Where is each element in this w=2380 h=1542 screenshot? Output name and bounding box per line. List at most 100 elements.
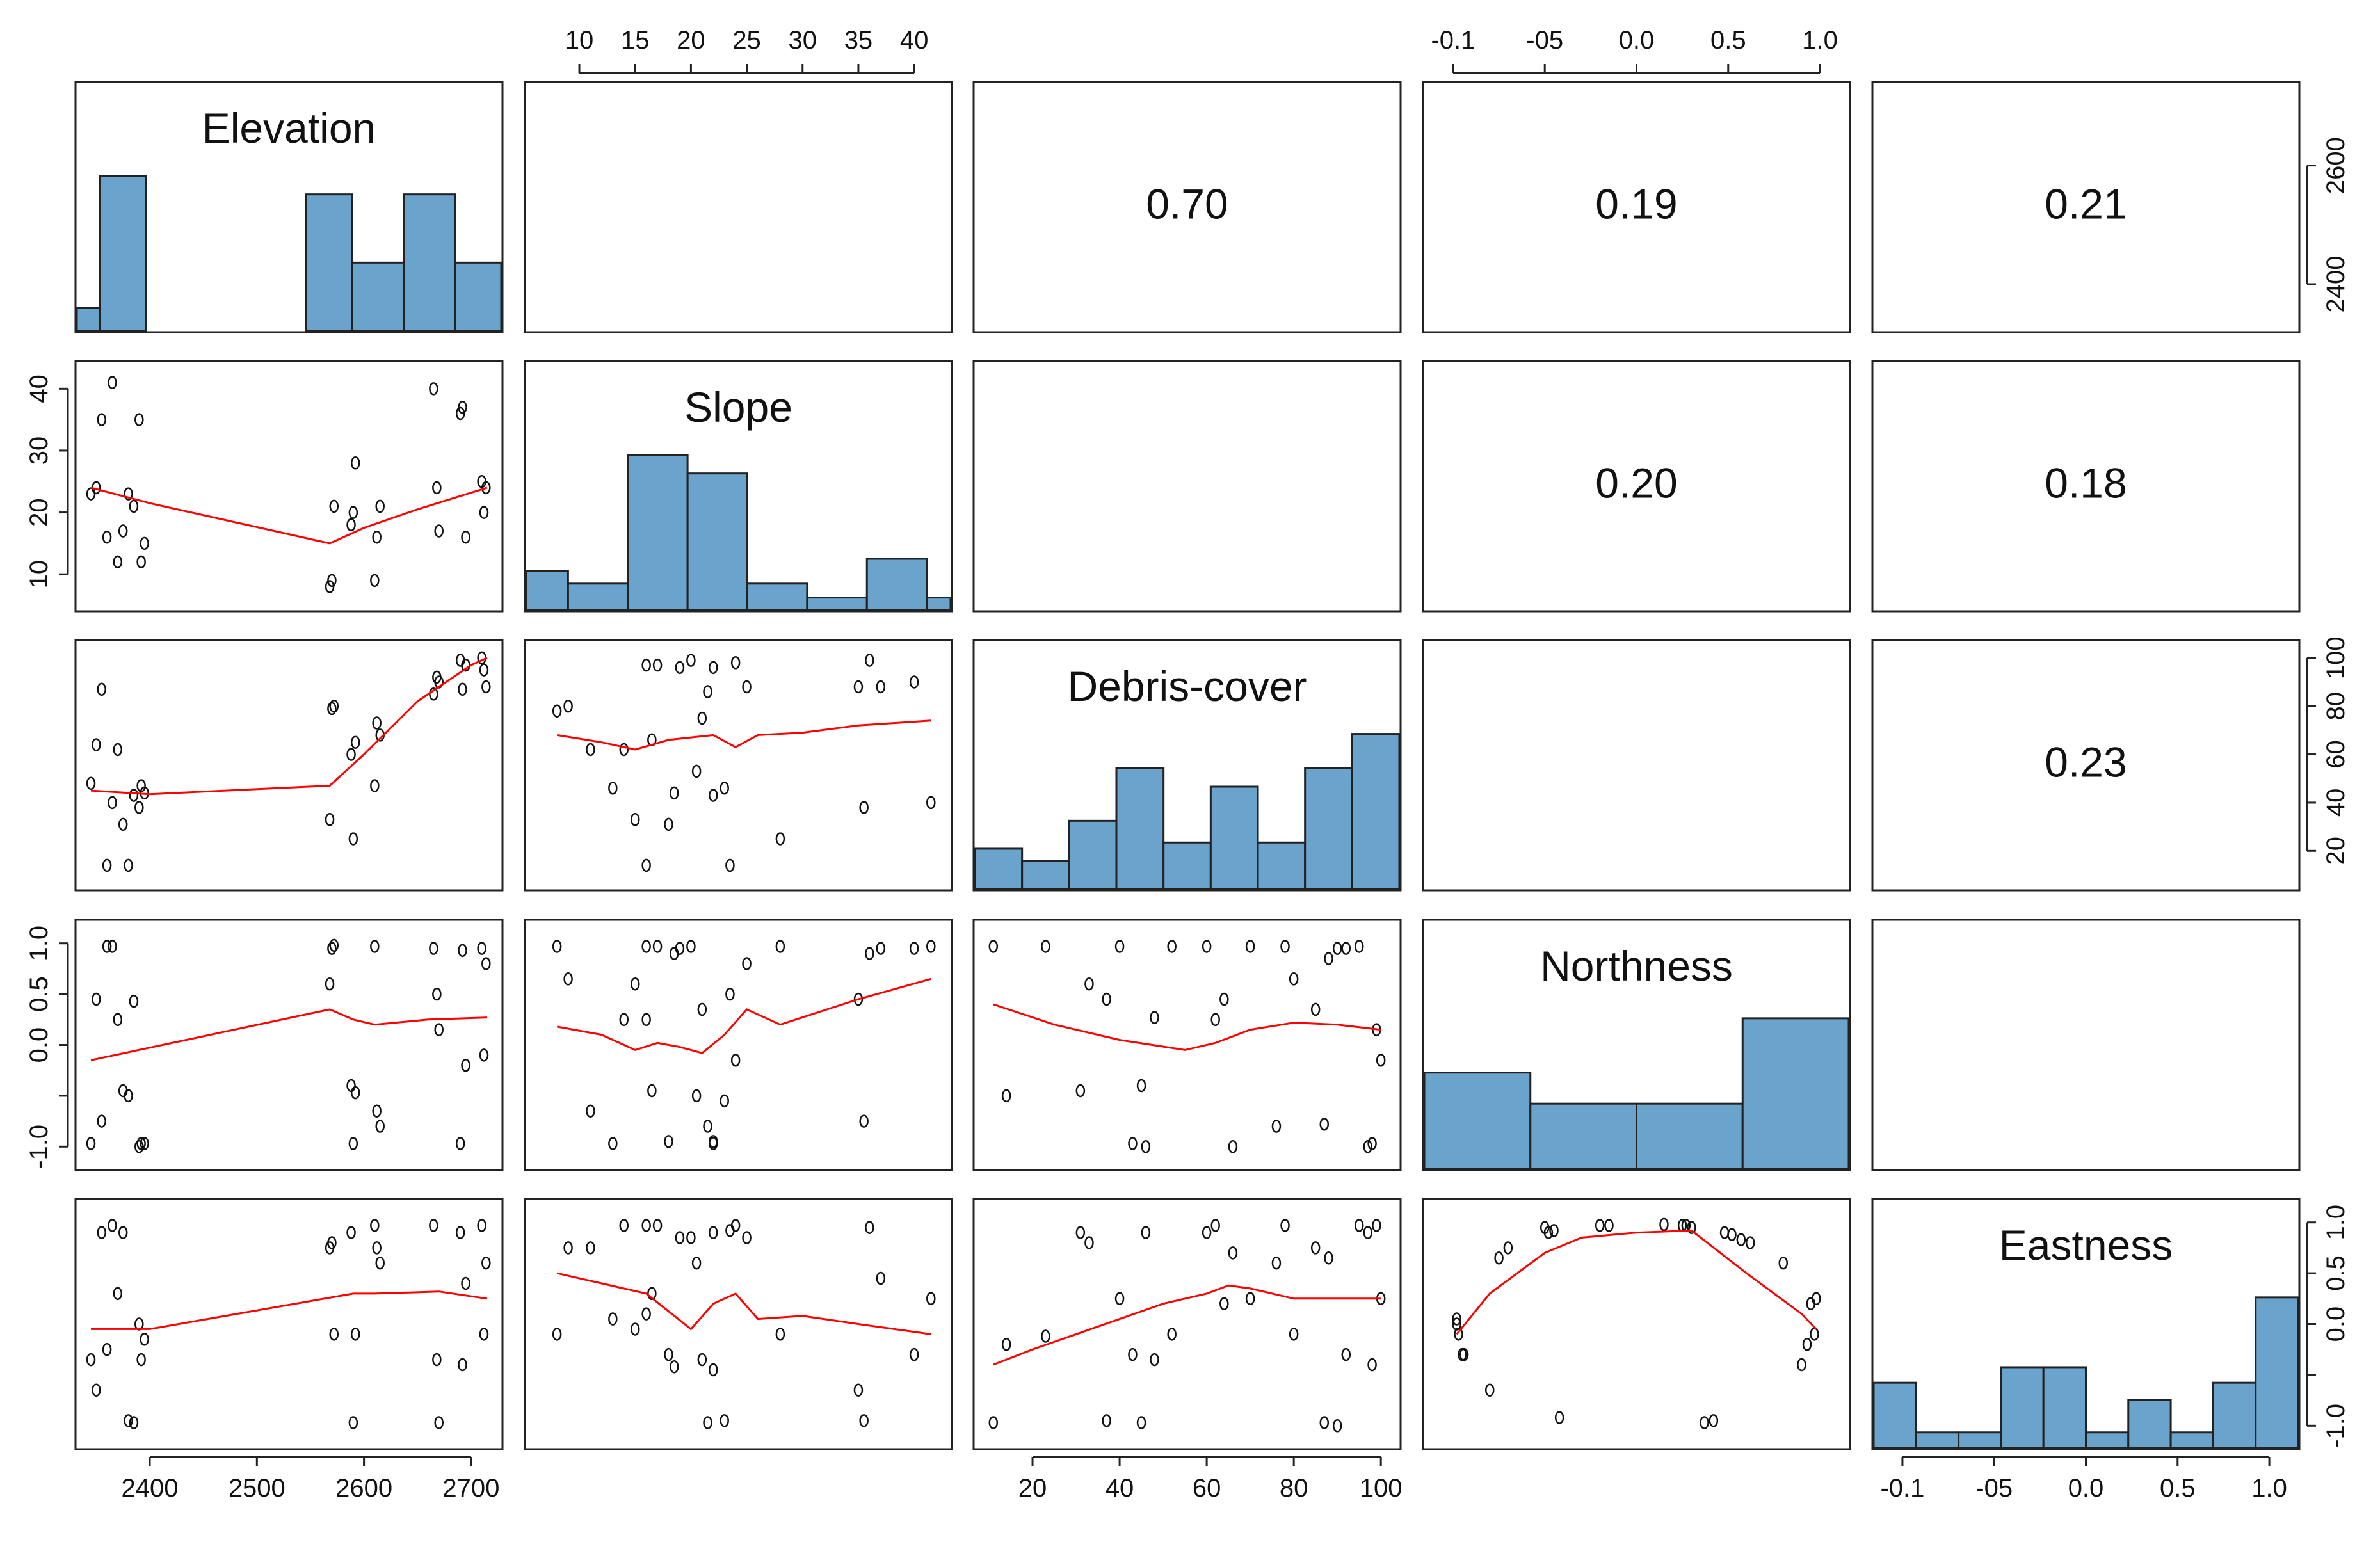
scatter-point bbox=[1102, 1414, 1111, 1427]
scatter-point bbox=[477, 942, 486, 955]
scatter-point bbox=[552, 940, 562, 953]
scatter-point bbox=[859, 1414, 869, 1427]
scatter-point bbox=[481, 680, 491, 694]
bottom-tick-label: -0.1 bbox=[1880, 1474, 1924, 1502]
scatter-point bbox=[720, 1414, 729, 1427]
scatter-point bbox=[1310, 1002, 1321, 1016]
scatter-point bbox=[1084, 1236, 1094, 1249]
diagonal-label: Elevation bbox=[202, 104, 376, 152]
hist-bar bbox=[1068, 819, 1118, 890]
scatter-point bbox=[1367, 1137, 1377, 1150]
scatter-point bbox=[129, 1416, 139, 1429]
scatter-point bbox=[1332, 942, 1342, 955]
scatter-point bbox=[477, 1219, 486, 1232]
scatter-point bbox=[458, 1358, 467, 1372]
scatter-point bbox=[118, 1226, 128, 1239]
smooth-line bbox=[993, 1284, 1381, 1366]
smooth-line bbox=[1456, 1229, 1817, 1335]
panel-frame-r3c2 bbox=[972, 919, 1402, 1171]
scatter-point bbox=[458, 682, 467, 696]
scatter-point bbox=[1128, 1137, 1138, 1150]
hist-bar bbox=[525, 570, 569, 611]
bottom-tick-label: 2600 bbox=[335, 1474, 392, 1502]
scatter-point bbox=[876, 1271, 886, 1285]
scatter-point bbox=[1319, 1416, 1330, 1429]
panel-frame-r3c1 bbox=[524, 919, 953, 1171]
scatter-point bbox=[350, 456, 360, 470]
hist-bar bbox=[1636, 1102, 1744, 1170]
scatter-point bbox=[372, 530, 382, 544]
scatter-point bbox=[1150, 1353, 1159, 1367]
bottom-tick-label: 100 bbox=[1360, 1474, 1403, 1502]
scatter-point bbox=[370, 1219, 380, 1232]
top-tick-label: 0.0 bbox=[1619, 26, 1655, 54]
right-tick-label: 1.0 bbox=[2322, 1205, 2350, 1241]
scatter-point bbox=[669, 1360, 679, 1374]
scatter-point bbox=[124, 858, 133, 872]
scatter-point bbox=[327, 1236, 337, 1249]
scatter-point bbox=[479, 1328, 489, 1341]
panel-frame-r0c0 bbox=[74, 81, 504, 333]
scatter-point bbox=[325, 977, 335, 991]
scatter-point bbox=[97, 413, 106, 426]
hist-bar bbox=[1915, 1431, 1960, 1449]
scatter-point bbox=[909, 1347, 919, 1361]
bottom-tick-label: 2700 bbox=[442, 1474, 499, 1502]
hist-bar bbox=[2255, 1296, 2299, 1449]
scatter-point bbox=[86, 487, 96, 501]
scatter-point bbox=[725, 987, 735, 1001]
smooth-line bbox=[90, 1008, 488, 1061]
bottom-tick-label: 2400 bbox=[122, 1474, 179, 1502]
smooth-line bbox=[91, 1290, 488, 1330]
hist-bar bbox=[2212, 1381, 2257, 1449]
bottom-tick-label: 0.5 bbox=[2160, 1474, 2196, 1502]
scatter-point bbox=[926, 1292, 936, 1306]
scatter-point bbox=[1727, 1228, 1737, 1242]
scatter-point bbox=[697, 711, 707, 725]
scatter-point bbox=[479, 506, 489, 519]
scatter-point bbox=[563, 1241, 573, 1255]
hist-bar bbox=[1021, 860, 1070, 890]
correlation-value: 0.18 bbox=[2045, 460, 2127, 507]
scatter-point bbox=[348, 506, 358, 519]
scatter-point bbox=[630, 977, 640, 991]
scatter-point bbox=[641, 1013, 651, 1027]
scatter-point bbox=[1210, 1219, 1220, 1232]
scatter-point bbox=[1659, 1217, 1669, 1232]
panel-frame-r1c0 bbox=[74, 360, 504, 613]
scatter-point bbox=[619, 1219, 629, 1232]
scatter-point bbox=[372, 1241, 382, 1255]
scatter-point bbox=[1363, 1226, 1373, 1239]
scatter-point bbox=[1736, 1233, 1746, 1246]
scatter-point bbox=[691, 764, 702, 778]
hist-bar bbox=[351, 261, 405, 332]
scatter-point bbox=[675, 661, 685, 675]
scatter-point bbox=[669, 786, 679, 800]
scatter-point bbox=[1709, 1414, 1719, 1427]
scatter-point bbox=[926, 796, 936, 810]
scatter-r2c0 bbox=[86, 651, 491, 872]
scatter-point bbox=[429, 942, 438, 955]
scatter-point bbox=[140, 1333, 149, 1346]
right-tick-label: 80 bbox=[2322, 692, 2350, 721]
scatter-point bbox=[479, 663, 489, 677]
scatter-point bbox=[113, 1287, 123, 1301]
hist-bar bbox=[746, 582, 808, 611]
scatter-point bbox=[1001, 1338, 1011, 1351]
scatter-point bbox=[455, 406, 465, 421]
scatter-point bbox=[350, 1086, 360, 1100]
hist-bar bbox=[1162, 841, 1212, 890]
scatter-point bbox=[92, 738, 101, 751]
scatter-r4c1 bbox=[552, 1219, 936, 1429]
scatter-point bbox=[1075, 1226, 1086, 1239]
smooth-line bbox=[993, 1003, 1381, 1051]
scatter-point bbox=[1114, 940, 1125, 953]
scatter-point bbox=[1210, 1013, 1220, 1027]
scatter-point bbox=[136, 1353, 146, 1367]
scatter-point bbox=[346, 748, 356, 761]
scatter-point bbox=[647, 1084, 657, 1098]
panel-frame-r1c2 bbox=[972, 360, 1402, 613]
scatter-point bbox=[124, 1414, 133, 1427]
scatter-point bbox=[1324, 952, 1333, 965]
panel-frame-r4c4 bbox=[1871, 1198, 2301, 1450]
